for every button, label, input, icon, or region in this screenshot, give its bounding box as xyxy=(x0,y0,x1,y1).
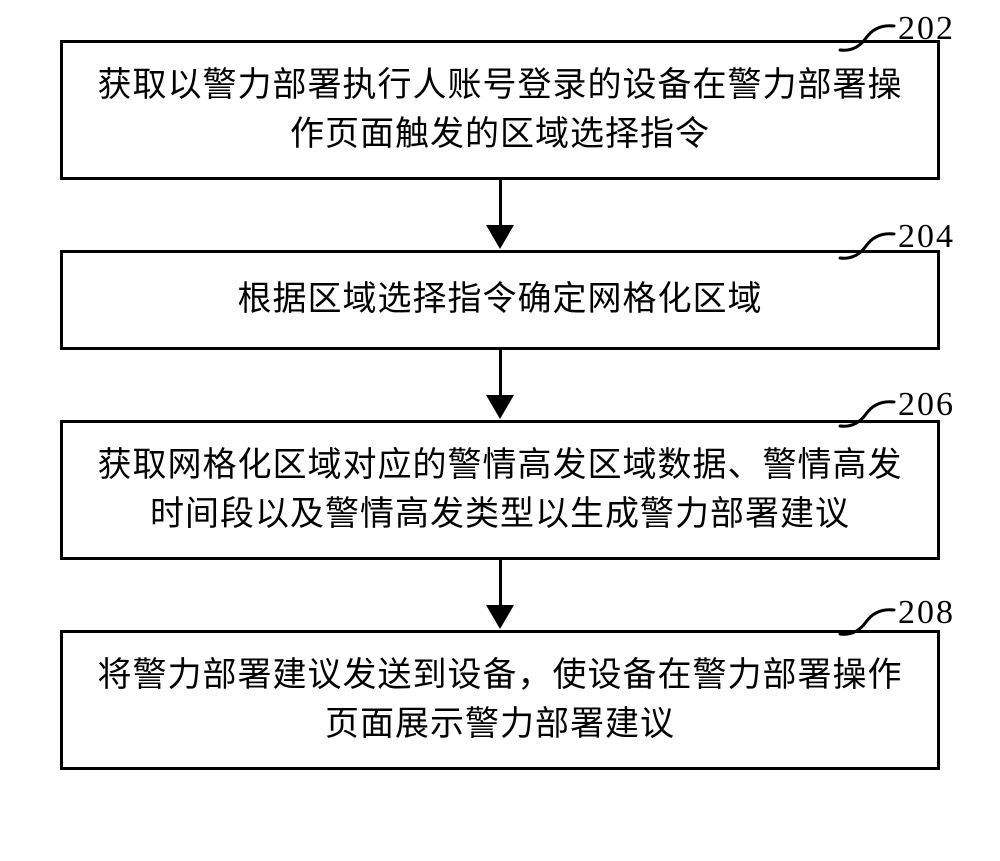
flow-arrow xyxy=(486,560,514,630)
flow-step-204: 根据区域选择指令确定网格化区域 xyxy=(60,250,940,350)
arrow-stem xyxy=(499,180,502,226)
step-label-206: 206 xyxy=(898,386,955,424)
flow-arrow xyxy=(486,180,514,250)
flow-step-text: 获取以警力部署执行人账号登录的设备在警力部署操作页面触发的区域选择指令 xyxy=(87,61,913,160)
flowchart-container: 获取以警力部署执行人账号登录的设备在警力部署操作页面触发的区域选择指令 根据区域… xyxy=(44,40,956,770)
curl-connector-icon xyxy=(838,396,898,432)
arrow-stem xyxy=(499,350,502,396)
arrow-head-icon xyxy=(486,225,514,249)
curl-connector-icon xyxy=(838,228,898,264)
arrow-head-icon xyxy=(486,395,514,419)
curl-connector-icon xyxy=(838,604,898,640)
flow-step-206: 获取网格化区域对应的警情高发区域数据、警情高发时间段以及警情高发类型以生成警力部… xyxy=(60,420,940,560)
step-label-204: 204 xyxy=(898,218,955,256)
flow-arrow xyxy=(486,350,514,420)
flow-step-text: 将警力部署建议发送到设备，使设备在警力部署操作页面展示警力部署建议 xyxy=(87,651,913,750)
arrow-stem xyxy=(499,560,502,606)
flow-step-202: 获取以警力部署执行人账号登录的设备在警力部署操作页面触发的区域选择指令 xyxy=(60,40,940,180)
flow-step-text: 获取网格化区域对应的警情高发区域数据、警情高发时间段以及警情高发类型以生成警力部… xyxy=(87,441,913,540)
flow-step-208: 将警力部署建议发送到设备，使设备在警力部署操作页面展示警力部署建议 xyxy=(60,630,940,770)
curl-connector-icon xyxy=(838,20,898,56)
step-label-202: 202 xyxy=(898,10,955,48)
flow-step-text: 根据区域选择指令确定网格化区域 xyxy=(238,275,763,324)
arrow-head-icon xyxy=(486,605,514,629)
step-label-208: 208 xyxy=(898,594,955,632)
